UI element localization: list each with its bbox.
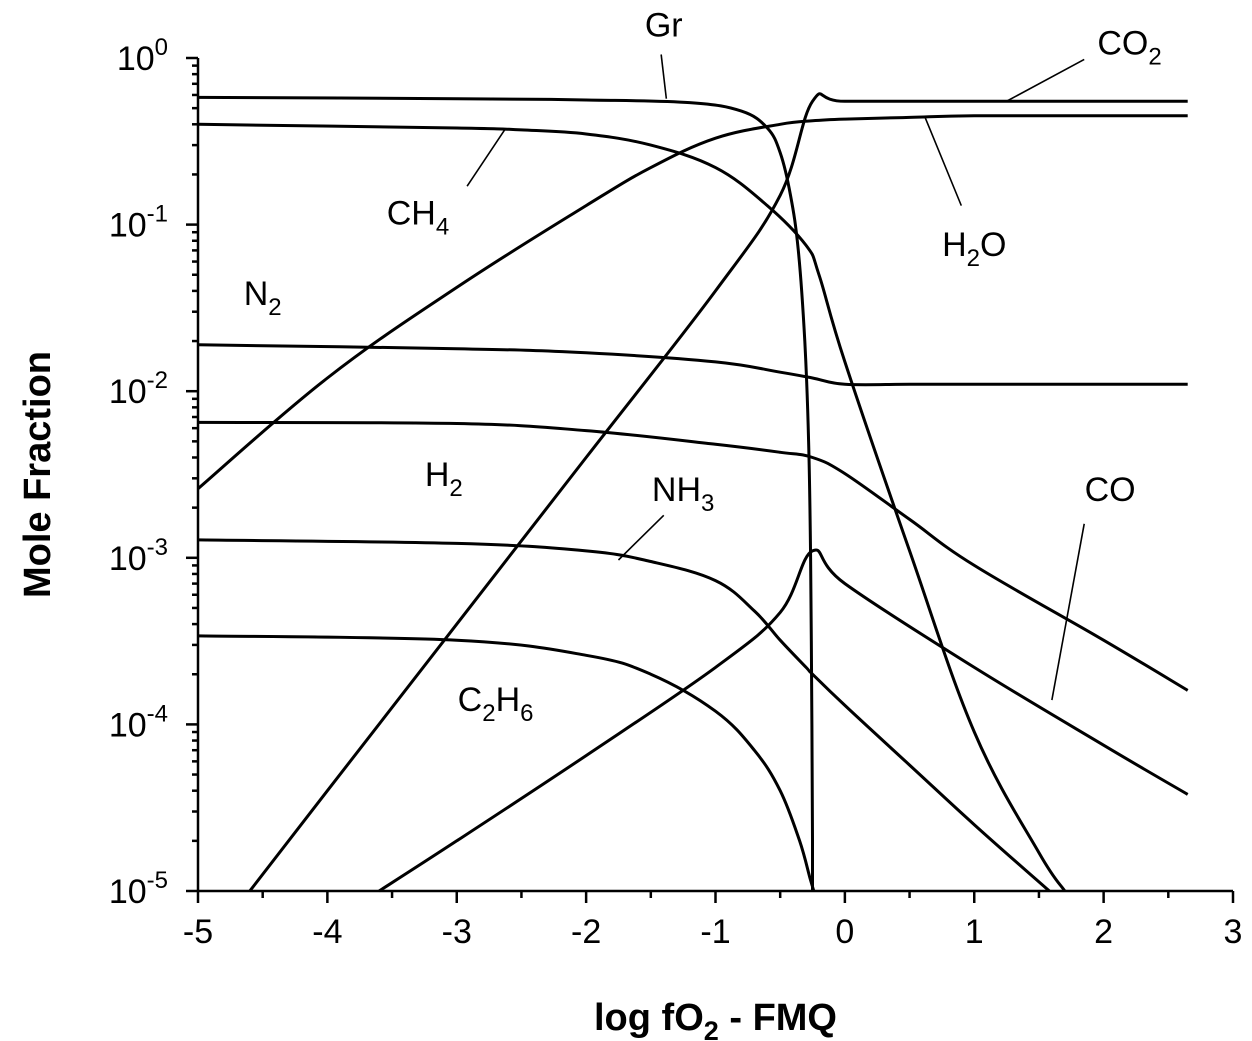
series-line-nh3 xyxy=(197,538,1051,893)
series-labels: Gr CO2 CH4 H2O N2 H2 NH3 CO C2H6 xyxy=(244,6,1162,727)
leader-line-co xyxy=(1051,523,1086,701)
series-line-co xyxy=(378,548,1189,893)
y-tick-label: 10-4 xyxy=(109,700,168,744)
series-label-c2h6: C2H6 xyxy=(458,681,534,727)
series-label-ch4: CH4 xyxy=(387,195,449,241)
series-lines xyxy=(197,92,1189,893)
x-tick-label: 0 xyxy=(835,913,854,951)
x-tick-label: -5 xyxy=(183,913,213,951)
series-line-ch4 xyxy=(197,122,1067,892)
series-line-n2 xyxy=(197,343,1188,387)
y-axis-title: Mole Fraction xyxy=(17,351,59,598)
x-ticks: -5 -4 -3 -2 -1 0 1 2 3 xyxy=(183,891,1243,951)
y-tick-label: 10-1 xyxy=(109,201,168,245)
x-tick-label: -4 xyxy=(312,913,342,951)
x-tick-label: 3 xyxy=(1224,913,1243,951)
series-label-n2: N2 xyxy=(244,275,282,321)
leader-line-co2 xyxy=(1006,58,1085,102)
series-line-c2h6 xyxy=(197,634,816,892)
series-label-h2: H2 xyxy=(425,456,463,502)
y-tick-label: 10-3 xyxy=(109,534,168,578)
y-tick-label: 100 xyxy=(117,34,168,78)
series-line-h2o xyxy=(197,114,1188,490)
series-line-co2 xyxy=(248,92,1188,892)
x-tick-label: 2 xyxy=(1094,913,1113,951)
y-tick-label: 10-2 xyxy=(109,367,168,411)
x-tick-label: -3 xyxy=(442,913,472,951)
series-line-h2 xyxy=(197,420,1189,692)
x-axis-title: log fO2 - FMQ xyxy=(594,997,837,1041)
series-label-nh3: NH3 xyxy=(652,471,714,517)
series-label-h2o: H2O xyxy=(942,226,1006,272)
series-label-co: CO xyxy=(1085,471,1136,509)
series-label-gr: Gr xyxy=(645,6,683,44)
y-ticks: 100 10-1 10-2 10-3 10-4 10-5 xyxy=(109,34,198,911)
series-label-co2: CO2 xyxy=(1097,24,1161,70)
series-line-gr xyxy=(197,95,815,892)
leader-line-nh3 xyxy=(617,514,665,561)
axes: -5 -4 -3 -2 -1 0 1 2 3 100 10-1 10-2 10-3 10-4 10-5 xyxy=(109,34,1243,951)
y-tick-label: 10-5 xyxy=(109,867,168,911)
leader-line-ch4 xyxy=(466,129,506,187)
x-tick-label: -2 xyxy=(571,913,601,951)
x-tick-label: 1 xyxy=(965,913,984,951)
leader-line-h2o xyxy=(924,117,963,206)
x-tick-label: -1 xyxy=(700,913,730,951)
leader-line-gr xyxy=(660,54,668,99)
